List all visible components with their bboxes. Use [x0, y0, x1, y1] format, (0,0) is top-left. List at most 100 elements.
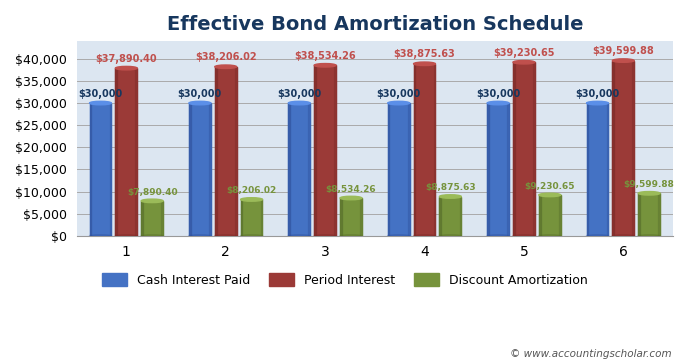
Bar: [209, 103, 211, 236]
Bar: [388, 103, 410, 236]
Bar: [116, 68, 117, 236]
Text: $38,206.02: $38,206.02: [195, 53, 257, 62]
Ellipse shape: [513, 235, 535, 237]
Text: $30,000: $30,000: [178, 89, 222, 99]
Ellipse shape: [513, 61, 535, 64]
Bar: [241, 199, 242, 236]
Bar: [559, 195, 561, 236]
Ellipse shape: [340, 235, 362, 237]
Bar: [340, 198, 342, 236]
Ellipse shape: [414, 62, 435, 66]
Ellipse shape: [539, 193, 561, 197]
Bar: [309, 103, 310, 236]
Bar: [189, 103, 191, 236]
Text: © www.accountingscholar.com: © www.accountingscholar.com: [509, 349, 671, 359]
Bar: [612, 61, 614, 236]
Text: $38,534.26: $38,534.26: [294, 51, 356, 61]
Bar: [334, 65, 336, 236]
Legend: Cash Interest Paid, Period Interest, Discount Amortization: Cash Interest Paid, Period Interest, Dis…: [97, 268, 593, 292]
Ellipse shape: [612, 59, 635, 62]
Bar: [612, 61, 635, 236]
Text: $30,000: $30,000: [376, 89, 421, 99]
Ellipse shape: [289, 101, 310, 105]
Text: $8,875.63: $8,875.63: [425, 183, 475, 192]
Text: $30,000: $30,000: [575, 89, 619, 99]
Bar: [459, 196, 462, 236]
Ellipse shape: [487, 235, 509, 237]
Ellipse shape: [89, 101, 111, 105]
Text: $30,000: $30,000: [476, 89, 520, 99]
Bar: [658, 193, 660, 236]
Bar: [414, 64, 415, 236]
Bar: [513, 62, 515, 236]
Ellipse shape: [587, 101, 608, 105]
Text: $8,206.02: $8,206.02: [226, 186, 277, 195]
Ellipse shape: [116, 235, 137, 237]
Bar: [434, 64, 435, 236]
Bar: [360, 198, 362, 236]
Bar: [507, 103, 509, 236]
Text: $9,230.65: $9,230.65: [525, 182, 575, 191]
Ellipse shape: [314, 235, 336, 237]
Bar: [89, 103, 111, 236]
Ellipse shape: [388, 101, 410, 105]
Bar: [289, 103, 290, 236]
Ellipse shape: [439, 235, 462, 237]
Bar: [638, 193, 640, 236]
Bar: [215, 67, 237, 236]
Text: $7,890.40: $7,890.40: [127, 188, 177, 197]
Ellipse shape: [241, 235, 262, 237]
Bar: [261, 199, 262, 236]
Bar: [136, 68, 137, 236]
Bar: [241, 199, 262, 236]
Bar: [539, 195, 540, 236]
Ellipse shape: [539, 235, 561, 237]
Ellipse shape: [215, 235, 237, 237]
Bar: [109, 103, 111, 236]
Bar: [632, 61, 635, 236]
Bar: [89, 103, 91, 236]
Ellipse shape: [414, 235, 435, 237]
Ellipse shape: [587, 235, 608, 237]
Bar: [587, 103, 588, 236]
Bar: [487, 103, 489, 236]
Ellipse shape: [89, 235, 111, 237]
Bar: [314, 65, 316, 236]
Text: $38,875.63: $38,875.63: [394, 49, 455, 60]
Ellipse shape: [314, 64, 336, 67]
Ellipse shape: [439, 195, 462, 198]
Bar: [340, 198, 362, 236]
Bar: [161, 201, 163, 236]
Bar: [587, 103, 608, 236]
Text: $39,599.88: $39,599.88: [592, 46, 654, 56]
Bar: [513, 62, 535, 236]
Text: $30,000: $30,000: [277, 89, 321, 99]
Ellipse shape: [189, 235, 211, 237]
Ellipse shape: [141, 235, 163, 237]
Ellipse shape: [241, 198, 262, 201]
Bar: [289, 103, 310, 236]
Bar: [487, 103, 509, 236]
Bar: [439, 196, 441, 236]
Ellipse shape: [116, 66, 137, 70]
Text: $39,230.65: $39,230.65: [493, 48, 555, 58]
Bar: [607, 103, 608, 236]
Text: $9,599.88: $9,599.88: [623, 180, 675, 189]
Bar: [388, 103, 390, 236]
Bar: [116, 68, 137, 236]
Ellipse shape: [289, 235, 310, 237]
Text: $8,534.26: $8,534.26: [326, 185, 376, 194]
Ellipse shape: [215, 65, 237, 69]
Ellipse shape: [487, 101, 509, 105]
Bar: [439, 196, 462, 236]
Bar: [314, 65, 336, 236]
Ellipse shape: [189, 101, 211, 105]
Bar: [414, 64, 435, 236]
Text: $30,000: $30,000: [78, 89, 122, 99]
Bar: [189, 103, 211, 236]
Ellipse shape: [638, 192, 660, 195]
Bar: [235, 67, 237, 236]
Bar: [638, 193, 660, 236]
Bar: [141, 201, 143, 236]
Bar: [539, 195, 561, 236]
